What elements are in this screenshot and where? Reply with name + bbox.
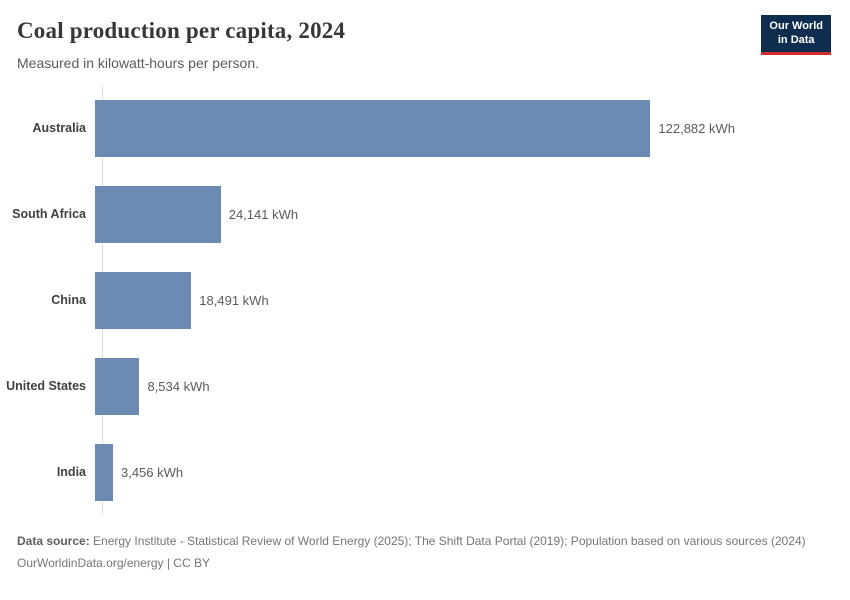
data-source-text: Energy Institute - Statistical Review of…	[89, 534, 806, 549]
bar-track: 18,491 kWh	[95, 271, 735, 329]
chart-subtitle: Measured in kilowatt-hours per person.	[17, 54, 260, 71]
value-label: 24,141 kWh	[228, 206, 299, 222]
category-label: China	[51, 293, 86, 308]
page-title: Coal production per capita, 2024	[17, 18, 346, 43]
bar[interactable]	[95, 185, 221, 243]
chart-row: United States 8,534 kWh	[0, 343, 850, 429]
category-label: South Africa	[12, 207, 86, 222]
value-label: 122,882 kWh	[658, 120, 735, 136]
chart-row: Australia 122,882 kWh	[0, 85, 850, 171]
bar-track: 24,141 kWh	[95, 185, 735, 243]
bar-chart: Australia 122,882 kWh South Africa 24,141 k…	[0, 85, 850, 516]
bar-track: 8,534 kWh	[95, 357, 735, 415]
data-source-line: Data source: Energy Institute - Statisti…	[17, 533, 817, 550]
bar[interactable]	[95, 357, 140, 415]
bar[interactable]	[95, 99, 651, 157]
bar-track: 3,456 kWh	[95, 443, 735, 501]
bar-rows: Australia 122,882 kWh South Africa 24,141 k…	[0, 85, 850, 515]
data-source-label: Data source:	[17, 534, 90, 549]
license-line[interactable]: OurWorldinData.org/energy | CC BY	[17, 555, 210, 570]
value-label: 3,456 kWh	[120, 464, 184, 480]
value-label: 18,491 kWh	[199, 292, 269, 308]
bar-track: 122,882 kWh	[95, 99, 735, 157]
chart-footer: Data source: Energy Institute - Statisti…	[0, 533, 834, 572]
category-label: Australia	[32, 121, 87, 136]
chart-row: China 18,491 kWh	[0, 257, 850, 343]
chart-header: Coal production per capita, 2024 Measure…	[0, 0, 850, 72]
owid-logo-line2: in Data	[777, 33, 815, 46]
value-label: 8,534 kWh	[147, 378, 210, 394]
owid-logo[interactable]: Our World in Data	[761, 15, 831, 55]
chart-row: India 3,456 kWh	[0, 429, 850, 515]
category-label: United States	[6, 379, 86, 394]
chart-row: South Africa 24,141 kWh	[0, 171, 850, 257]
category-label: India	[56, 465, 86, 480]
bar[interactable]	[95, 443, 113, 501]
owid-logo-line1: Our World	[769, 20, 823, 32]
bar[interactable]	[95, 271, 192, 329]
